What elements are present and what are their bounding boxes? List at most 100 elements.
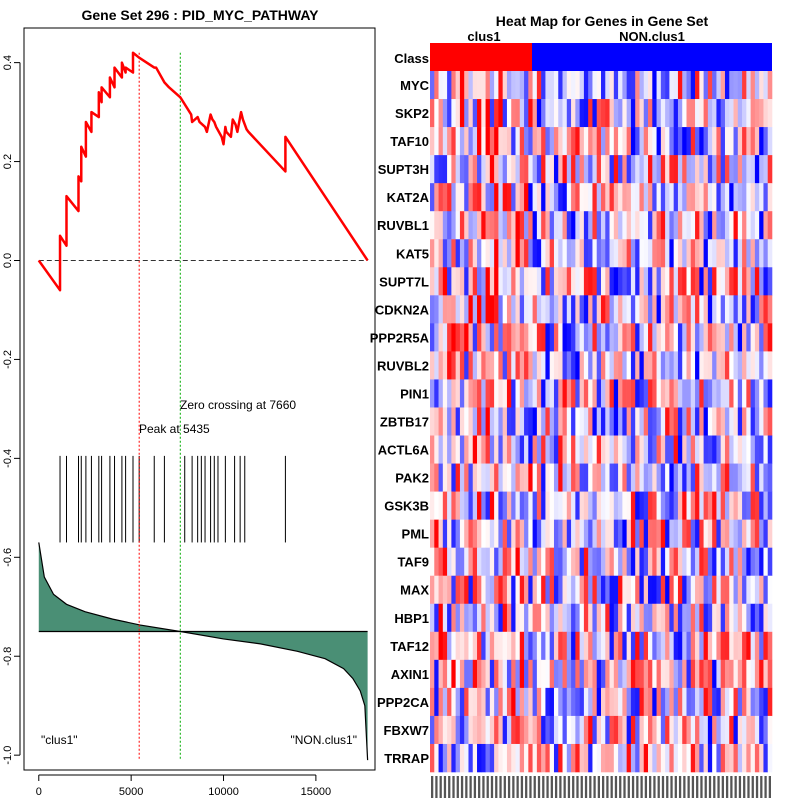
heatmap-cell [541, 379, 546, 408]
heatmap-cell [519, 295, 525, 324]
heatmap-cell [656, 155, 662, 184]
heatmap-cell [528, 183, 533, 212]
heatmap-cell [562, 631, 568, 661]
gene-label: PML [402, 527, 430, 542]
heatmap-cell [541, 267, 546, 296]
heatmap-cell [477, 435, 482, 464]
heatmap-cell [613, 491, 619, 520]
heatmap-cell [673, 631, 679, 661]
heatmap-cell [673, 407, 679, 436]
heatmap-cell [459, 183, 465, 212]
heatmap-cell [596, 239, 602, 268]
sample-label-mark [435, 776, 438, 798]
heatmap-cell [635, 659, 640, 689]
heatmap-cell [566, 183, 572, 212]
heatmap-cell [511, 211, 516, 240]
sample-label-mark [456, 776, 459, 798]
heatmap-cell [494, 211, 499, 240]
heatmap-cell [468, 211, 474, 240]
heatmap-cell [712, 743, 717, 773]
heatmap-cell [451, 603, 456, 633]
heatmap-cell [596, 99, 602, 128]
heatmap-cell [643, 407, 649, 436]
heatmap-cell [485, 267, 491, 296]
heatmap-cell [729, 519, 734, 548]
heatmap-cell [626, 435, 632, 464]
heatmap-cell [459, 575, 465, 605]
heatmap-cell [669, 491, 674, 520]
heatmap-cell [438, 659, 444, 689]
heatmap-cell [579, 491, 585, 520]
heatmap-cell [669, 71, 674, 100]
heatmap-cell [511, 575, 516, 605]
heatmap-cell [626, 407, 632, 436]
sample-label-mark [554, 776, 558, 798]
heatmap-cell [583, 295, 589, 324]
heatmap-cell [524, 491, 529, 520]
heatmap-cell [524, 155, 529, 184]
heatmap-cell [737, 631, 743, 661]
heatmap-cell [438, 603, 444, 633]
heatmap-cell [622, 463, 627, 492]
heatmap-cell [459, 547, 465, 577]
heatmap-cell [541, 463, 546, 492]
heatmap-cell [464, 323, 469, 352]
heatmap-cell [549, 659, 555, 689]
heatmap-cell [464, 239, 469, 268]
heatmap-cell [468, 71, 474, 100]
heatmap-cell [545, 603, 550, 633]
heatmap-cell [541, 351, 546, 380]
heatmap-cell [648, 743, 653, 773]
heatmap-cell [519, 743, 525, 773]
heatmap-cell [703, 267, 709, 296]
heatmap-cell [660, 183, 666, 212]
heatmap-cell [588, 547, 593, 577]
heatmap-cell [724, 603, 730, 633]
heatmap-cell [455, 211, 461, 240]
heatmap-cell [459, 155, 465, 184]
heatmap-cell [536, 575, 542, 605]
heatmap-cell [737, 239, 743, 268]
y-tick-label: -0.2 [2, 350, 14, 369]
heatmap-cell [703, 155, 709, 184]
heatmap-cell [545, 435, 550, 464]
heatmap-cell [669, 743, 674, 773]
heatmap-cell [613, 743, 619, 773]
heatmap-cell [442, 127, 448, 156]
heatmap-cell [707, 631, 713, 661]
heatmap-cell [592, 547, 598, 577]
heatmap-cell [707, 183, 713, 212]
heatmap-cell [545, 631, 550, 661]
heatmap-cell [549, 323, 555, 352]
heatmap-cell [430, 351, 435, 380]
heatmap-cell [519, 687, 525, 717]
heatmap-cell [750, 267, 756, 296]
heatmap-cell [498, 715, 503, 745]
heatmap-cell [742, 631, 747, 661]
heatmap-cell [524, 351, 529, 380]
heatmap-cell [609, 435, 615, 464]
heatmap-cell [754, 295, 760, 324]
heatmap-cell [601, 183, 606, 212]
heatmap-cell [472, 407, 478, 436]
heatmap-cell [635, 715, 640, 745]
heatmap-cell [677, 715, 683, 745]
heatmap-cell [690, 183, 696, 212]
heatmap-cell [609, 351, 615, 380]
heatmap-cell [519, 659, 525, 689]
heatmap-cell [566, 407, 572, 436]
sample-label-mark [743, 776, 746, 798]
heatmap-cell [669, 659, 674, 689]
heatmap-cell [502, 211, 508, 240]
heatmap-cell [596, 351, 602, 380]
heatmap-cell [660, 239, 666, 268]
heatmap-cell [562, 99, 568, 128]
heatmap-cell [459, 295, 465, 324]
heatmap-cell [583, 211, 589, 240]
heatmap-cell [455, 295, 461, 324]
sample-label-mark [602, 776, 605, 798]
heatmap-cell [648, 239, 653, 268]
heatmap-cell [571, 463, 576, 492]
heatmap-cell [626, 379, 632, 408]
heatmap-cell [669, 435, 674, 464]
